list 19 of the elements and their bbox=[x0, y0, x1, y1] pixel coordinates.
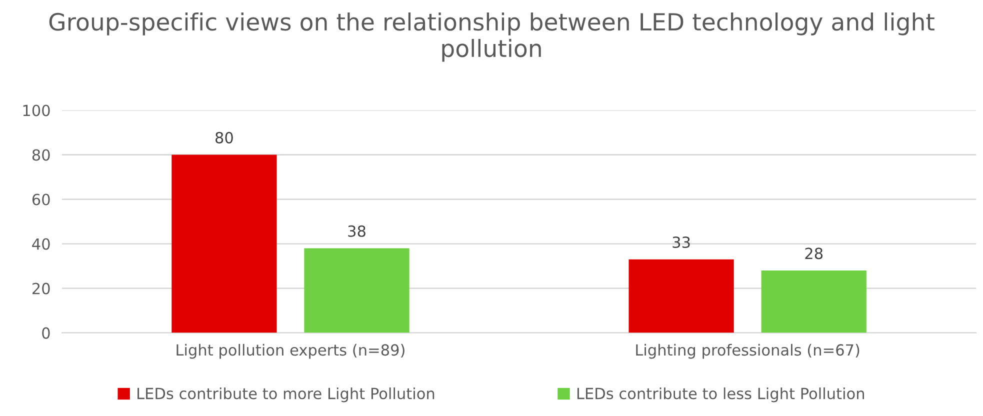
y-tick-label: 40 bbox=[32, 238, 50, 250]
data-label: 33 bbox=[672, 236, 690, 248]
bar bbox=[304, 248, 410, 333]
y-tick-label: 100 bbox=[23, 104, 50, 116]
x-tick-label: Lighting professionals (n=67) bbox=[636, 344, 860, 359]
chart-title: Group-specific views on the relationship between LED technology and light pollution bbox=[49, 12, 934, 62]
data-label: 38 bbox=[348, 225, 366, 237]
data-label: 80 bbox=[216, 132, 233, 144]
bar bbox=[172, 154, 277, 333]
y-tick-label: 60 bbox=[32, 194, 50, 206]
bar bbox=[761, 270, 866, 333]
bar bbox=[628, 259, 734, 333]
data-label: 28 bbox=[805, 248, 823, 260]
y-tick-label: 0 bbox=[42, 327, 50, 339]
y-tick-label: 20 bbox=[32, 282, 50, 294]
y-tick-label: 80 bbox=[32, 149, 50, 161]
x-tick-label: Light pollution experts (n=89) bbox=[176, 344, 404, 359]
legend-label: LEDs contribute to more Light Pollution bbox=[138, 387, 434, 402]
legend-label: LEDs contribute to less Light Pollution bbox=[577, 387, 864, 402]
